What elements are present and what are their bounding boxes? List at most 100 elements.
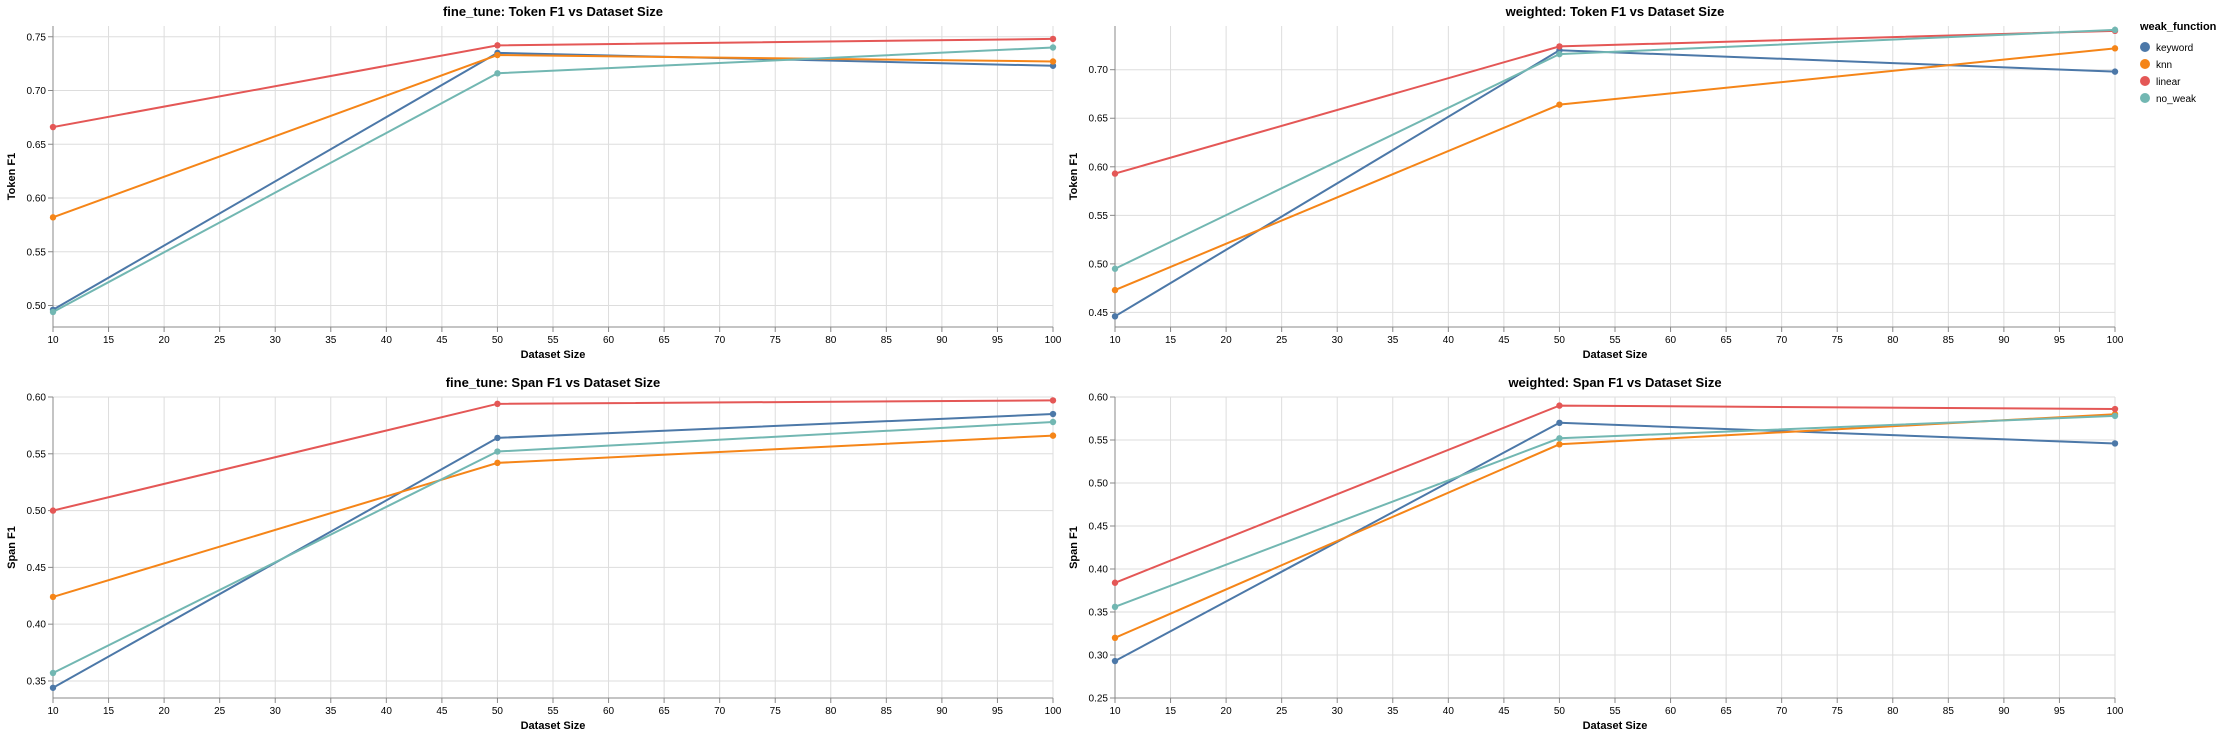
y-tick-label: 0.75 <box>27 32 47 43</box>
data-point-no_weak <box>2111 412 2119 420</box>
x-tick-label: 45 <box>436 706 448 717</box>
x-tick-label: 90 <box>936 335 948 346</box>
data-point-knn <box>1049 58 1057 65</box>
data-point-knn <box>1111 634 1119 641</box>
x-tick-label: 95 <box>2054 335 2066 346</box>
legend-item-keyword[interactable]: keyword <box>2140 42 2193 54</box>
legend-swatch <box>2140 76 2150 86</box>
data-point-keyword <box>494 434 501 442</box>
chart-title: weighted: Span F1 vs Dataset Size <box>1507 375 1721 390</box>
x-tick-label: 25 <box>214 335 226 346</box>
y-tick-label: 0.35 <box>27 676 47 687</box>
x-axis-title: Dataset Size <box>521 720 586 732</box>
legend-label: keyword <box>2156 43 2193 54</box>
x-tick-label: 40 <box>1443 335 1455 346</box>
x-tick-label: 80 <box>1887 335 1899 346</box>
y-tick-label: 0.60 <box>27 194 47 205</box>
x-tick-label: 55 <box>547 335 559 346</box>
x-tick-label: 60 <box>1665 706 1677 717</box>
x-tick-label: 60 <box>1665 335 1677 346</box>
x-tick-label: 80 <box>825 335 837 346</box>
x-tick-label: 45 <box>1498 335 1510 346</box>
x-tick-label: 40 <box>381 335 393 346</box>
x-tick-label: 15 <box>1165 335 1177 346</box>
x-tick-label: 60 <box>603 706 615 717</box>
legend-item-no-weak[interactable]: no_weak <box>2140 93 2197 105</box>
x-tick-label: 30 <box>270 706 282 717</box>
x-tick-label: 75 <box>1832 706 1844 717</box>
legend-swatch <box>2140 42 2150 52</box>
data-point-no_weak <box>1556 435 1563 442</box>
x-tick-label: 15 <box>103 706 115 717</box>
x-tick-label: 10 <box>47 706 59 717</box>
x-tick-label: 85 <box>1943 706 1955 717</box>
data-point-knn <box>49 214 57 221</box>
data-point-linear <box>1111 170 1119 177</box>
data-point-keyword <box>49 684 57 691</box>
x-tick-label: 40 <box>1443 706 1455 717</box>
x-tick-label: 25 <box>1276 706 1288 717</box>
y-axis-title: Token F1 <box>6 153 18 200</box>
legend-label: knn <box>2156 60 2172 71</box>
x-tick-label: 75 <box>770 335 782 346</box>
x-tick-label: 70 <box>714 706 726 717</box>
x-tick-label: 100 <box>1045 706 1062 717</box>
legend: weak_function keyword knn linear no_weak <box>2139 21 2217 105</box>
x-tick-label: 15 <box>103 335 115 346</box>
x-tick-label: 70 <box>1776 706 1788 717</box>
x-tick-label: 35 <box>1387 706 1399 717</box>
data-point-linear <box>1049 397 1057 404</box>
legend-title: weak_function <box>2139 21 2217 33</box>
x-tick-label: 50 <box>1554 706 1566 717</box>
x-tick-label: 100 <box>1045 335 1062 346</box>
x-tick-label: 10 <box>1109 706 1121 717</box>
chart-panel-2: 10 15 20 25 30 35 40 45 50 55 60 65 70 75 80 85 90 95 100 0… <box>1068 4 2124 361</box>
x-tick-label: 65 <box>659 335 671 346</box>
x-tick-label: 40 <box>381 706 393 717</box>
y-tick-label: 0.60 <box>1089 393 1109 404</box>
legend-label: no_weak <box>2156 94 2197 105</box>
data-point-knn <box>49 593 57 601</box>
chart-panel-1: 10 15 20 25 30 35 40 45 50 55 60 65 70 75 80 85 90 95 100 0… <box>6 4 1062 361</box>
data-point-linear <box>1556 43 1563 50</box>
y-tick-label: 0.60 <box>27 393 47 404</box>
x-axis-title: Dataset Size <box>521 349 586 361</box>
x-tick-label: 55 <box>547 706 559 717</box>
data-point-no_weak <box>1556 50 1563 58</box>
x-axis-title: Dataset Size <box>1583 720 1648 732</box>
x-tick-label: 45 <box>1498 706 1510 717</box>
legend-item-knn[interactable]: knn <box>2140 59 2172 71</box>
x-tick-label: 90 <box>1998 706 2010 717</box>
chart-panel-3: 10 15 20 25 30 35 40 45 50 55 60 65 70 75 80 85 90 95 100 0… <box>6 375 1062 732</box>
x-tick-label: 45 <box>436 335 448 346</box>
data-point-no_weak <box>1111 265 1119 272</box>
x-tick-label: 85 <box>1943 335 1955 346</box>
y-tick-label: 0.65 <box>27 140 47 151</box>
legend-swatch <box>2140 93 2150 103</box>
x-axis-title: Dataset Size <box>1583 349 1648 361</box>
x-tick-label: 55 <box>1609 335 1621 346</box>
data-point-no_weak <box>2111 26 2119 34</box>
x-tick-label: 75 <box>1832 335 1844 346</box>
x-tick-label: 75 <box>770 706 782 717</box>
y-tick-label: 0.55 <box>27 247 47 258</box>
x-tick-label: 85 <box>881 335 893 346</box>
y-tick-label: 0.55 <box>27 449 47 460</box>
y-axis-title: Span F1 <box>1068 526 1080 569</box>
legend-item-linear[interactable]: linear <box>2140 76 2181 88</box>
chart-title: fine_tune: Token F1 vs Dataset Size <box>443 4 663 19</box>
data-point-keyword <box>1049 410 1057 418</box>
y-tick-label: 0.45 <box>1089 522 1109 533</box>
y-tick-label: 0.50 <box>1089 479 1109 490</box>
x-tick-label: 25 <box>1276 335 1288 346</box>
x-tick-label: 70 <box>714 335 726 346</box>
y-tick-label: 0.50 <box>27 506 47 517</box>
y-tick-label: 0.50 <box>27 301 47 312</box>
y-tick-label: 0.70 <box>1089 65 1109 76</box>
x-tick-label: 20 <box>1221 706 1233 717</box>
data-point-no_weak <box>494 70 501 77</box>
x-tick-label: 65 <box>1721 335 1733 346</box>
x-tick-label: 20 <box>1221 335 1233 346</box>
